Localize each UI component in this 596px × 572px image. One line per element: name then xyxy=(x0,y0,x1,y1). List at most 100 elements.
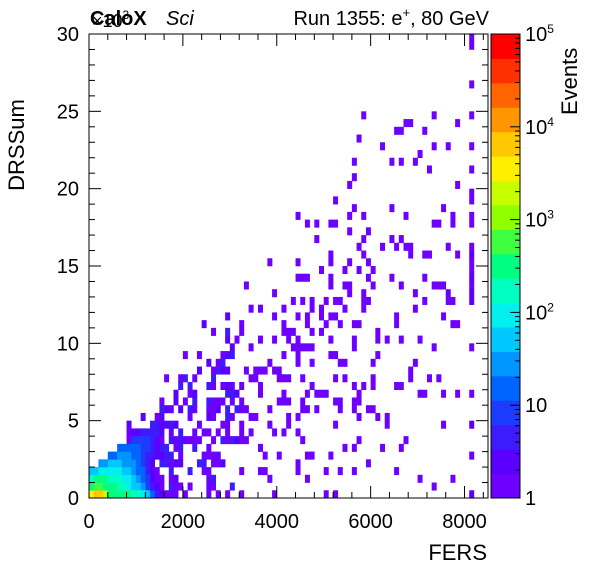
heatmap-bin xyxy=(112,459,118,468)
heatmap-bin xyxy=(248,428,254,437)
heatmap-bin xyxy=(225,382,231,391)
heatmap-bin xyxy=(229,412,235,421)
heatmap-bin xyxy=(225,436,231,445)
heatmap-bin xyxy=(121,490,127,499)
heatmap-bin xyxy=(361,250,367,259)
heatmap-bin xyxy=(319,327,324,336)
heatmap-bin xyxy=(135,451,141,460)
heatmap-bin xyxy=(300,397,306,406)
heatmap-bin xyxy=(286,412,292,421)
heatmap-bin xyxy=(192,443,198,452)
heatmap-bin xyxy=(426,165,432,174)
heatmap-bin xyxy=(422,126,428,135)
heatmap-bin xyxy=(281,320,287,329)
heatmap-bin xyxy=(272,312,278,321)
heatmap-bin xyxy=(281,351,287,360)
heatmap-bin xyxy=(131,459,137,468)
heatmap-bin xyxy=(276,374,282,383)
heatmap-bin xyxy=(140,490,146,499)
heatmap-bin xyxy=(150,459,156,468)
heatmap-bin xyxy=(215,451,221,460)
heatmap-bin xyxy=(168,467,174,476)
y-tick-label: 30 xyxy=(57,24,79,46)
heatmap-bin xyxy=(145,436,151,445)
heatmap-bin xyxy=(159,451,165,460)
heatmap-bin xyxy=(192,397,198,406)
heatmap-bin xyxy=(196,351,202,360)
z-tick-label: 104 xyxy=(525,115,554,139)
heatmap-bin xyxy=(135,436,141,445)
heatmap-bin xyxy=(469,250,475,259)
heatmap-bin xyxy=(239,428,245,437)
heatmap-bin xyxy=(159,443,165,452)
heatmap-bin xyxy=(126,467,132,476)
heatmap-bin xyxy=(220,436,226,445)
heatmap-bin xyxy=(140,474,146,483)
heatmap-bin xyxy=(201,428,207,437)
heatmap-bin xyxy=(431,142,437,151)
heatmap-bin xyxy=(206,358,212,367)
heatmap-bin xyxy=(145,490,151,499)
heatmap-bin xyxy=(450,211,456,220)
heatmap-bin xyxy=(441,389,447,398)
heatmap-bin xyxy=(206,451,212,460)
heatmap-bin xyxy=(356,320,362,329)
color-scale-segment xyxy=(491,180,520,206)
heatmap-bin xyxy=(450,219,456,228)
heatmap-bin xyxy=(159,474,165,483)
heatmap-bin xyxy=(389,235,395,244)
plot-frame xyxy=(88,33,489,499)
heatmap-bin xyxy=(121,482,127,491)
heatmap-bin xyxy=(267,258,273,267)
heatmap-bin xyxy=(98,474,104,483)
heatmap-bin xyxy=(337,397,343,406)
heatmap-bin xyxy=(225,405,231,414)
heatmap-bin xyxy=(229,389,235,398)
heatmap-bin xyxy=(323,320,329,329)
x-axis-ticks: 0 2000 4000 6000 8000 xyxy=(83,34,487,533)
heatmap-bin xyxy=(112,482,118,491)
heatmap-bin xyxy=(300,374,306,383)
heatmap-bin xyxy=(206,382,212,391)
heatmap-bin xyxy=(403,211,409,220)
heatmap-bin xyxy=(253,412,259,421)
heatmap-bin xyxy=(300,405,306,414)
heatmap-bin xyxy=(159,405,165,414)
heatmap-bin xyxy=(314,389,320,398)
heatmap-bin xyxy=(365,258,371,267)
heatmap-bin xyxy=(361,382,367,391)
heatmap-bin xyxy=(281,397,287,406)
heatmap-bin xyxy=(295,211,301,220)
heatmap-bin xyxy=(445,289,451,298)
heatmap-bin xyxy=(445,142,451,151)
heatmap-bin xyxy=(201,467,207,476)
heatmap-bin xyxy=(154,467,160,476)
heatmap-bin xyxy=(267,420,273,429)
heatmap-bin xyxy=(164,374,170,383)
heatmap-bin xyxy=(239,436,245,445)
heatmap-bin xyxy=(469,389,475,398)
heatmap-bin xyxy=(229,436,235,445)
heatmap-bin xyxy=(159,412,165,421)
heatmap-bin xyxy=(206,467,212,476)
heatmap-bin xyxy=(164,443,170,452)
heatmap-bin xyxy=(126,459,132,468)
heatmap-bin xyxy=(168,428,174,437)
heatmap-bin xyxy=(187,412,193,421)
heatmap-bin xyxy=(398,443,404,452)
heatmap-bin xyxy=(272,366,278,375)
heatmap-bin xyxy=(229,397,235,406)
color-scale-segment xyxy=(491,375,520,401)
heatmap-bin xyxy=(342,358,348,367)
heatmap-bin xyxy=(436,281,442,290)
heatmap-bin xyxy=(408,250,414,259)
heatmap-bin xyxy=(89,490,94,499)
heatmap-bin xyxy=(337,296,343,305)
heatmap-bin xyxy=(384,412,390,421)
experiment-label: CaloX xyxy=(90,8,147,30)
heatmap-bin xyxy=(370,374,376,383)
color-scale-segment xyxy=(491,400,520,426)
heatmap-bin xyxy=(445,296,451,305)
heatmap-bin xyxy=(267,405,273,414)
heatmap-bin xyxy=(225,335,231,344)
